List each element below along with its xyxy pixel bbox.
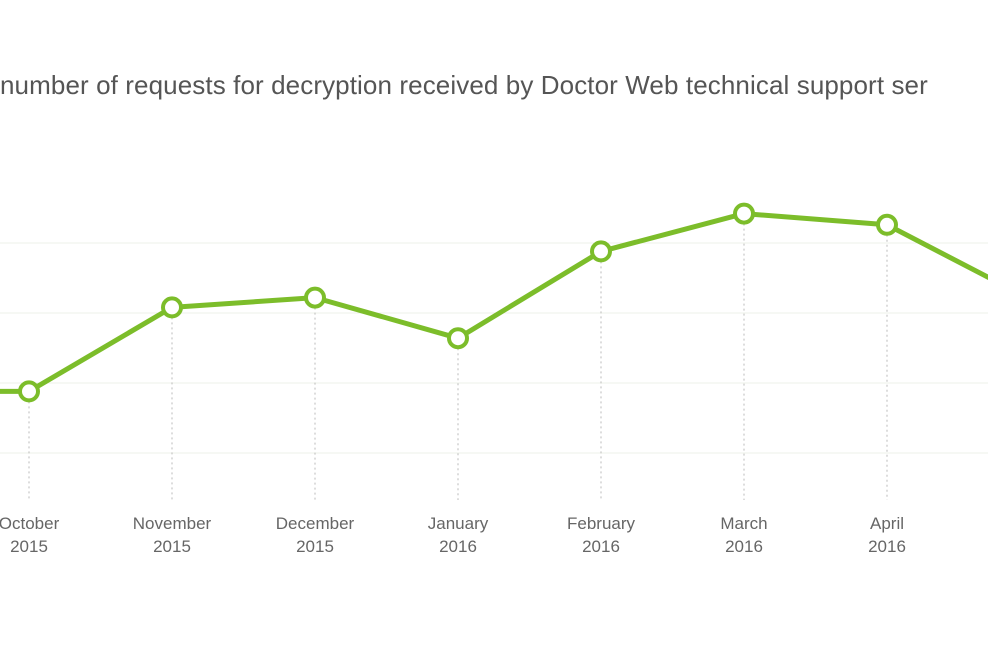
- x-tick-label-year-6: 2016: [725, 537, 763, 556]
- x-tick-label-month-3: December: [276, 514, 355, 533]
- x-tick-label-month-4: January: [428, 514, 489, 533]
- data-point-3: [304, 286, 326, 309]
- data-point-4: [447, 327, 469, 350]
- drop-lines-layer: [28, 223, 888, 500]
- x-tick-label-year-7: 2016: [868, 537, 906, 556]
- data-point-7: [876, 213, 898, 236]
- x-tick-label-year-4: 2016: [439, 537, 477, 556]
- x-tick-label-year-3: 2015: [296, 537, 334, 556]
- x-tick-label-month-7: April: [870, 514, 904, 533]
- data-point-1: [18, 380, 40, 403]
- series-line-layer: [0, 211, 988, 394]
- x-tick-label-year-5: 2016: [582, 537, 620, 556]
- series-line: [0, 211, 988, 394]
- x-tick-label-year-2: 2015: [153, 537, 191, 556]
- x-tick-label-month-1: October: [0, 514, 60, 533]
- x-tick-label-year-1: 2015: [10, 537, 48, 556]
- x-tick-label-month-6: March: [720, 514, 767, 533]
- data-point-2: [161, 296, 183, 319]
- grid-layer: [0, 242, 988, 454]
- chart-title: number of requests for decryption receiv…: [0, 70, 928, 100]
- x-tick-labels-layer: October 2015 November 2015 December 2015 Janua…: [0, 514, 906, 556]
- data-point-5: [590, 240, 612, 263]
- x-tick-label-month-2: November: [133, 514, 212, 533]
- data-point-6: [733, 202, 755, 225]
- data-points-layer: [18, 202, 898, 403]
- x-tick-label-month-5: February: [567, 514, 636, 533]
